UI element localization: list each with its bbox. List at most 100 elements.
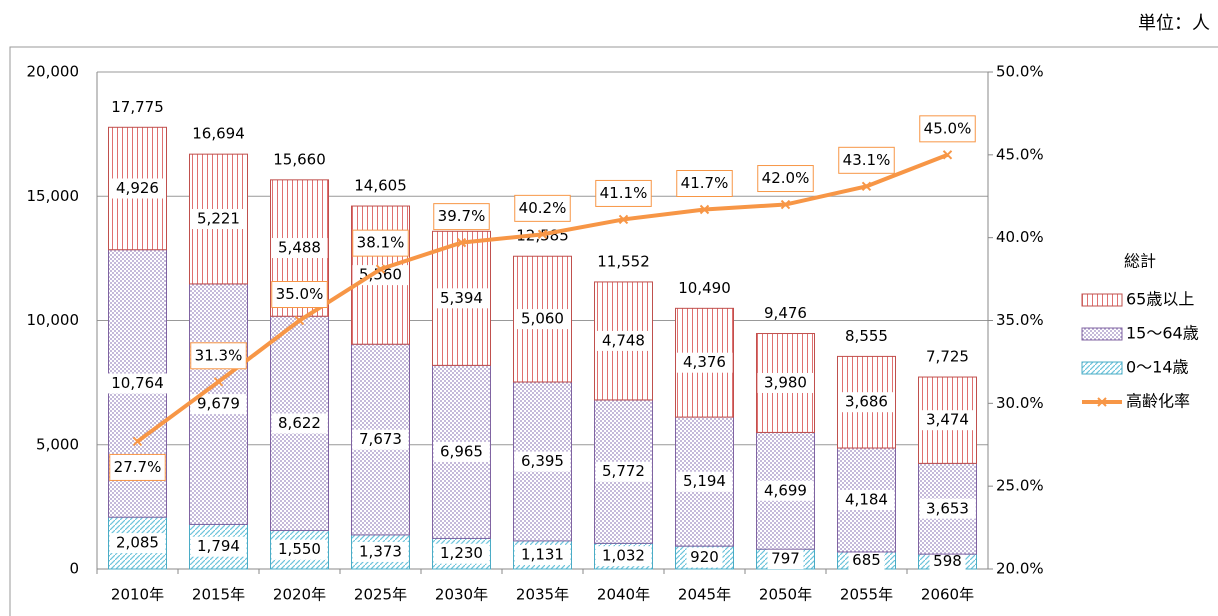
label-bg (514, 451, 571, 472)
total-label: 7,725 (926, 348, 969, 366)
rate-label-box (757, 165, 814, 193)
legend-title: 総計 (1124, 252, 1156, 271)
line-marker (132, 436, 143, 447)
label-bg (352, 541, 409, 562)
bar-label: 6,965 (440, 442, 483, 460)
label-bg (676, 471, 733, 492)
line-marker (456, 237, 467, 248)
bar-label: 5,394 (440, 289, 483, 307)
legend-label: 高齢化率 (1126, 392, 1190, 411)
bar-label: 920 (690, 548, 719, 566)
label-bg (838, 392, 895, 413)
bar-label: 5,060 (521, 310, 564, 328)
bar-label: 1,032 (602, 547, 645, 565)
x-tick-label: 2010年 (111, 586, 164, 604)
label-bg (104, 373, 171, 394)
label-bg (190, 209, 247, 230)
legend-swatch (1081, 327, 1123, 341)
label-bg (109, 178, 166, 199)
x-tick-label: 2040年 (597, 586, 650, 604)
y2-tick-label: 50.0% (996, 63, 1044, 81)
rate-label-box (595, 179, 652, 207)
x-tick-label: 2035年 (516, 586, 569, 604)
line-marker (375, 264, 386, 274)
y2-tick-label: 20.0% (996, 560, 1044, 578)
unit-label: 単位：人 (1138, 13, 1210, 34)
label-bg (109, 533, 166, 554)
bar-label: 1,550 (278, 540, 321, 558)
bar-label: 3,653 (926, 499, 969, 517)
line-marker (699, 204, 710, 215)
label-bg (595, 330, 652, 351)
label-bg (190, 394, 247, 415)
bar-label: 1,373 (359, 542, 402, 560)
line-marker (294, 315, 305, 326)
bar-label: 3,686 (845, 393, 888, 411)
total-label: 9,476 (764, 304, 807, 322)
label-bg (433, 543, 490, 564)
label-bg (514, 544, 571, 565)
total-label: 14,605 (354, 177, 407, 195)
y2-tick-label: 40.0% (996, 228, 1044, 246)
bar-label: 8,622 (278, 414, 321, 432)
bar-label: 5,772 (602, 462, 645, 480)
total-label: 17,775 (111, 98, 164, 116)
rate-label: 27.7% (114, 458, 162, 476)
x-tick-label: 2060年 (921, 586, 974, 604)
label-bg (595, 546, 652, 567)
bar-label: 5,488 (278, 239, 321, 257)
rate-label-box (919, 115, 976, 143)
label-bg (767, 549, 804, 570)
rate-label-box (433, 203, 490, 231)
total-label: 8,555 (845, 327, 888, 345)
y-tick-label: 20,000 (27, 63, 80, 81)
rate-label-box (352, 229, 409, 257)
rate-label: 42.0% (762, 169, 810, 187)
rate-label-box (838, 146, 895, 174)
x-tick-label: 2015年 (192, 586, 245, 604)
y2-tick-label: 35.0% (996, 311, 1044, 329)
rate-label: 39.7% (438, 207, 486, 225)
rate-label: 31.3% (195, 346, 243, 364)
x-tick-label: 2025年 (354, 586, 407, 604)
bar-label: 598 (933, 552, 962, 570)
legend-swatch (1097, 397, 1107, 407)
line-marker (618, 214, 629, 225)
label-bg (757, 480, 814, 501)
bar-label: 4,184 (845, 490, 888, 508)
label-bg (686, 547, 723, 568)
label-bg (190, 536, 247, 557)
x-tick-label: 2020年 (273, 586, 326, 604)
line-marker (861, 181, 872, 192)
bar-label: 5,560 (359, 266, 402, 284)
line-marker (213, 377, 224, 387)
rate-label-box (514, 194, 571, 222)
bar-label: 4,748 (602, 331, 645, 349)
bar-label: 685 (852, 551, 881, 569)
y2-tick-label: 30.0% (996, 394, 1044, 412)
bar-label: 1,230 (440, 544, 483, 562)
bar-label: 4,699 (764, 481, 807, 499)
bar-label: 1,131 (521, 545, 564, 563)
rate-label-box (676, 170, 733, 198)
rate-label: 41.7% (681, 174, 729, 192)
y-tick-label: 0 (69, 560, 79, 578)
label-bg (271, 413, 328, 434)
rate-label: 43.1% (843, 151, 891, 169)
y-tick-label: 10,000 (27, 311, 80, 329)
bar-label: 1,794 (197, 537, 240, 555)
bar-label: 7,673 (359, 430, 402, 448)
rate-label: 41.1% (600, 184, 648, 202)
x-tick-label: 2055年 (840, 586, 893, 604)
bar-label: 4,926 (116, 179, 159, 197)
label-bg (919, 410, 976, 431)
total-label: 10,490 (678, 279, 731, 297)
y-tick-label: 15,000 (27, 187, 80, 205)
total-label: 15,660 (273, 150, 326, 168)
rate-label: 38.1% (357, 234, 405, 252)
label-bg (595, 461, 652, 482)
line-marker (537, 229, 548, 240)
label-bg (676, 352, 733, 373)
label-bg (919, 498, 976, 519)
